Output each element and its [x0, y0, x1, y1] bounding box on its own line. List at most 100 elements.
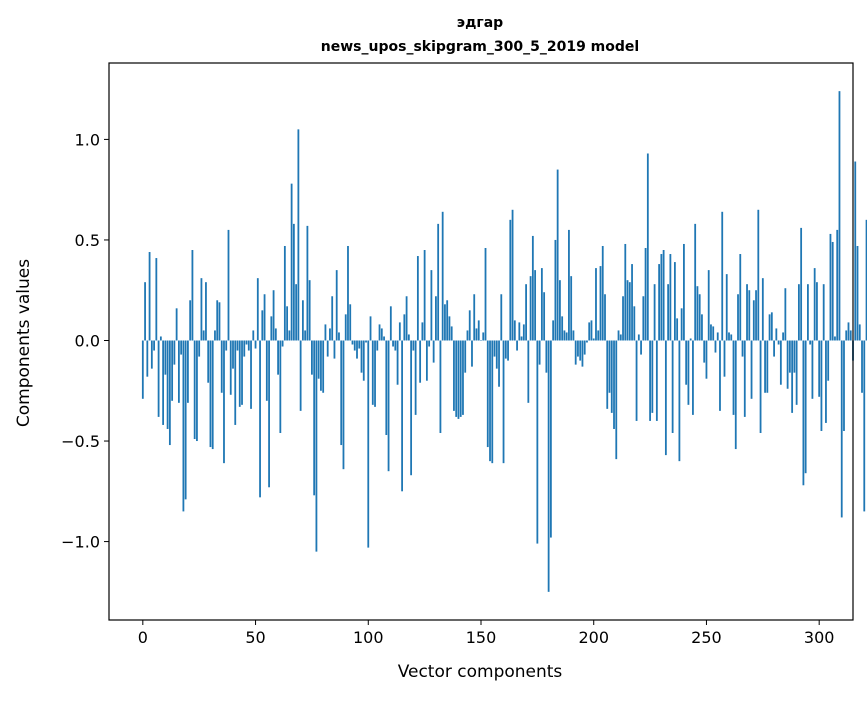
- bar: [254, 340, 257, 349]
- bar: [489, 340, 491, 462]
- bar: [797, 284, 800, 341]
- bar: [180, 340, 183, 355]
- bar: [378, 324, 381, 341]
- bar: [818, 340, 821, 397]
- bar: [714, 340, 717, 353]
- bar: [840, 340, 843, 518]
- bar: [232, 340, 234, 369]
- bar: [295, 284, 298, 341]
- y-tick-label: 0.0: [75, 331, 100, 350]
- bar: [468, 310, 471, 341]
- bar: [788, 340, 791, 373]
- bar: [746, 284, 748, 341]
- x-tick-label: 150: [466, 628, 497, 647]
- bar: [820, 340, 823, 431]
- bar: [324, 324, 327, 341]
- bar: [507, 340, 509, 361]
- bar: [256, 278, 259, 341]
- bar: [193, 340, 196, 440]
- bar: [619, 334, 622, 341]
- x-tick-label: 0: [138, 628, 148, 647]
- bar: [617, 330, 620, 341]
- bar: [407, 334, 410, 341]
- bar: [604, 294, 606, 341]
- bar: [725, 274, 728, 341]
- bar: [223, 340, 225, 464]
- bar: [182, 340, 185, 512]
- bar: [157, 340, 160, 417]
- bar: [811, 340, 814, 399]
- bar: [831, 241, 834, 341]
- bar: [561, 316, 564, 341]
- bar: [856, 245, 859, 341]
- bar: [574, 340, 577, 365]
- bar: [655, 340, 658, 421]
- bar: [863, 340, 866, 512]
- bar: [466, 330, 469, 341]
- bar: [265, 340, 268, 401]
- bar: [764, 340, 766, 393]
- bar: [439, 340, 442, 433]
- bar: [838, 91, 841, 341]
- bar: [446, 300, 449, 341]
- bar: [455, 340, 458, 417]
- bar: [457, 340, 460, 419]
- bar: [516, 340, 518, 351]
- bar: [211, 340, 214, 450]
- bar: [583, 340, 586, 355]
- bar: [274, 328, 277, 341]
- bar: [800, 227, 803, 341]
- bar: [755, 290, 757, 341]
- bar: [306, 225, 309, 341]
- bar: [333, 340, 336, 359]
- bar: [662, 250, 665, 341]
- bar: [597, 330, 600, 341]
- bar: [590, 320, 593, 341]
- bar: [216, 300, 219, 341]
- bar: [622, 296, 624, 341]
- bar: [631, 264, 633, 341]
- bar: [148, 252, 151, 341]
- bar: [423, 250, 426, 341]
- bar: [586, 340, 588, 343]
- bar: [453, 340, 455, 411]
- bar: [554, 239, 557, 341]
- bar: [301, 300, 304, 341]
- bar: [396, 340, 399, 385]
- bar: [234, 340, 237, 425]
- bar: [353, 340, 356, 351]
- bar: [173, 340, 176, 365]
- bar: [635, 340, 638, 421]
- bar: [495, 340, 498, 369]
- bar: [565, 332, 568, 341]
- bar: [660, 254, 663, 341]
- bar: [279, 340, 282, 433]
- bar: [770, 312, 773, 341]
- bar: [784, 288, 787, 341]
- bar: [383, 336, 385, 341]
- bar: [159, 336, 162, 341]
- bar: [236, 340, 239, 351]
- bar: [392, 340, 394, 347]
- bar: [732, 340, 735, 415]
- bar: [538, 340, 541, 365]
- bar: [360, 340, 363, 373]
- bar: [804, 340, 807, 474]
- bar: [592, 338, 595, 341]
- bar: [509, 219, 512, 341]
- bar: [189, 300, 192, 341]
- bar: [777, 340, 780, 345]
- bar: [405, 296, 408, 341]
- bar: [493, 340, 496, 357]
- bar: [362, 340, 365, 381]
- bar: [498, 340, 500, 387]
- bar: [549, 340, 552, 538]
- bar: [218, 302, 221, 341]
- bar: [527, 340, 530, 403]
- bar: [716, 332, 719, 341]
- bar: [141, 340, 144, 399]
- bar: [374, 340, 376, 407]
- bar: [568, 229, 570, 341]
- bar: [712, 326, 715, 341]
- bar: [329, 328, 331, 341]
